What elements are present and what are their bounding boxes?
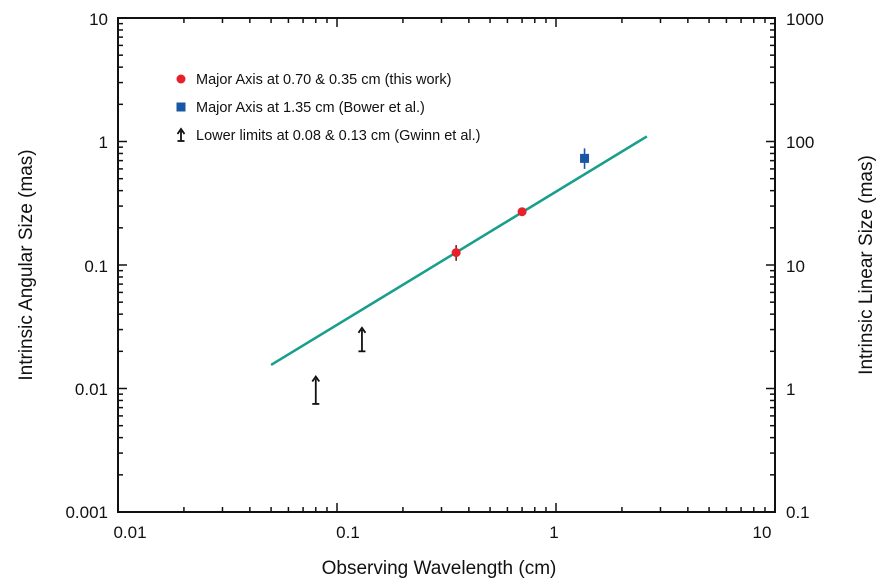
y-tick-label-0: 10: [89, 10, 108, 29]
y2-tick-label-0: 1000: [786, 10, 824, 29]
data-point-circle-1: [517, 207, 527, 217]
y-tick-label-2: 0.1: [84, 257, 108, 276]
y2-tick-label-2: 10: [786, 257, 805, 276]
x-tick-label-0: 0.01: [113, 523, 146, 542]
data-marks: [311, 148, 590, 405]
y2-tick-label-4: 0.1: [786, 503, 810, 522]
legend-label-1: Major Axis at 1.35 cm (Bower et al.): [196, 100, 425, 116]
legend-label-2: Lower limits at 0.08 & 0.13 cm (Gwinn et…: [196, 128, 480, 144]
y-tick-label-1: 1: [99, 133, 108, 152]
legend-marker-arrow-head: [176, 127, 186, 135]
plot-frame: [117, 17, 776, 513]
y-axis-title: Intrinsic Angular Size (mas): [16, 149, 37, 380]
data-point-circle-0: [451, 248, 461, 258]
x-tick-label-2: 1: [549, 523, 558, 542]
legend-marker-square: [176, 102, 186, 112]
y-tick-label-3: 0.01: [75, 380, 108, 399]
x-tick-label-3: 10: [753, 523, 772, 542]
y2-tick-label-1: 100: [786, 133, 814, 152]
legend: Major Axis at 0.70 & 0.35 cm (this work)…: [176, 72, 480, 144]
lower-limit-0-head: [311, 374, 321, 383]
legend-markers: [176, 74, 186, 142]
legend-label-0: Major Axis at 0.70 & 0.35 cm (this work): [196, 72, 451, 88]
y-tick-label-4: 0.001: [65, 503, 108, 522]
legend-marker-circle: [176, 74, 186, 84]
y2-axis-title: Intrinsic Linear Size (mas): [856, 155, 877, 375]
y2-tick-label-3: 1: [786, 380, 795, 399]
axis-ticks: [117, 17, 776, 513]
data-point-square-0: [580, 153, 590, 163]
x-tick-label-1: 0.1: [336, 523, 360, 542]
x-axis-title: Observing Wavelength (cm): [322, 558, 557, 579]
lower-limit-1-head: [357, 326, 367, 334]
